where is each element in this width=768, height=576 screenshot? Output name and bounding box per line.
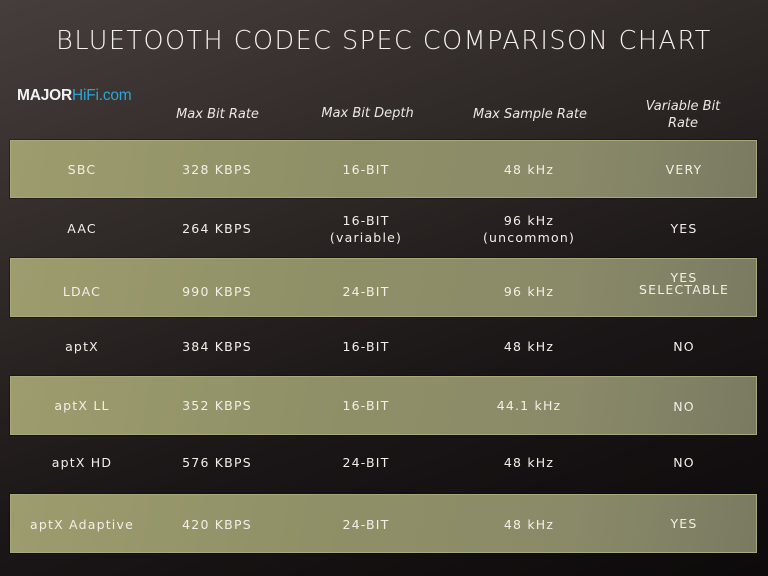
- brand-hifi: HiFi.com: [71, 87, 132, 104]
- sample-rate-note: (uncommon): [482, 230, 576, 245]
- vbr: VERY: [665, 162, 703, 177]
- sample-rate: 44.1 kHz: [496, 398, 562, 413]
- row-band-aptx-ll: [10, 376, 757, 435]
- bit-depth: 16-BIT: [342, 213, 390, 228]
- vbr: YES: [670, 270, 698, 285]
- bit-depth: 16-BIT: [342, 398, 390, 413]
- vbr-note: SELECTABLE: [638, 282, 730, 297]
- bit-depth: 16-BIT: [342, 339, 390, 354]
- bit-rate: 328 KBPS: [182, 162, 252, 177]
- bit-depth: 16-BIT: [342, 162, 390, 177]
- bit-depth: 24-BIT: [342, 517, 390, 532]
- vbr: YES: [670, 221, 698, 236]
- bit-rate: 384 KBPS: [182, 339, 252, 354]
- column-header-vbr-line2: Rate: [667, 116, 699, 131]
- sample-rate: 48 kHz: [503, 455, 555, 470]
- column-header-bit-depth: Max Bit Depth: [321, 106, 414, 121]
- column-header-vbr-line1: Variable Bit: [645, 99, 721, 114]
- bit-rate: 352 KBPS: [182, 398, 252, 413]
- column-header-sample-rate: Max Sample Rate: [473, 107, 587, 122]
- vbr: NO: [673, 399, 695, 414]
- page-title: BLUETOOTH CODEC SPEC COMPARISON CHART: [56, 26, 712, 56]
- codec-name: aptX: [65, 339, 99, 354]
- brand-logo: MAJORHiFi.com: [17, 87, 132, 105]
- codec-name: AAC: [67, 221, 97, 236]
- sample-rate: 48 kHz: [503, 517, 555, 532]
- row-band-ldac: [10, 258, 757, 317]
- codec-name: aptX HD: [51, 455, 113, 470]
- codec-name: aptX LL: [54, 398, 110, 413]
- bit-rate: 264 KBPS: [182, 221, 252, 236]
- row-band-sbc: [10, 140, 757, 198]
- codec-name: LDAC: [62, 284, 102, 299]
- column-header-vbr: Variable Bit Rate: [628, 98, 738, 132]
- bit-rate: 576 KBPS: [182, 455, 252, 470]
- bit-rate: 990 KBPS: [182, 284, 252, 299]
- sample-rate: 48 kHz: [503, 339, 555, 354]
- bit-depth: 24-BIT: [342, 284, 390, 299]
- column-header-bit-rate: Max Bit Rate: [176, 107, 259, 122]
- bit-depth-note: (variable): [329, 230, 403, 245]
- vbr: NO: [673, 455, 695, 470]
- brand-major: MAJOR: [17, 87, 72, 104]
- bit-rate: 420 KBPS: [182, 517, 252, 532]
- row-band-aptx-adaptive: [10, 494, 757, 553]
- vbr: NO: [673, 339, 695, 354]
- bit-depth: 24-BIT: [342, 455, 390, 470]
- codec-name: aptX Adaptive: [30, 517, 134, 532]
- sample-rate: 96 kHz: [503, 213, 555, 228]
- vbr: YES: [670, 516, 698, 531]
- sample-rate: 48 kHz: [503, 162, 555, 177]
- sample-rate: 96 kHz: [503, 284, 555, 299]
- codec-name: SBC: [67, 162, 97, 177]
